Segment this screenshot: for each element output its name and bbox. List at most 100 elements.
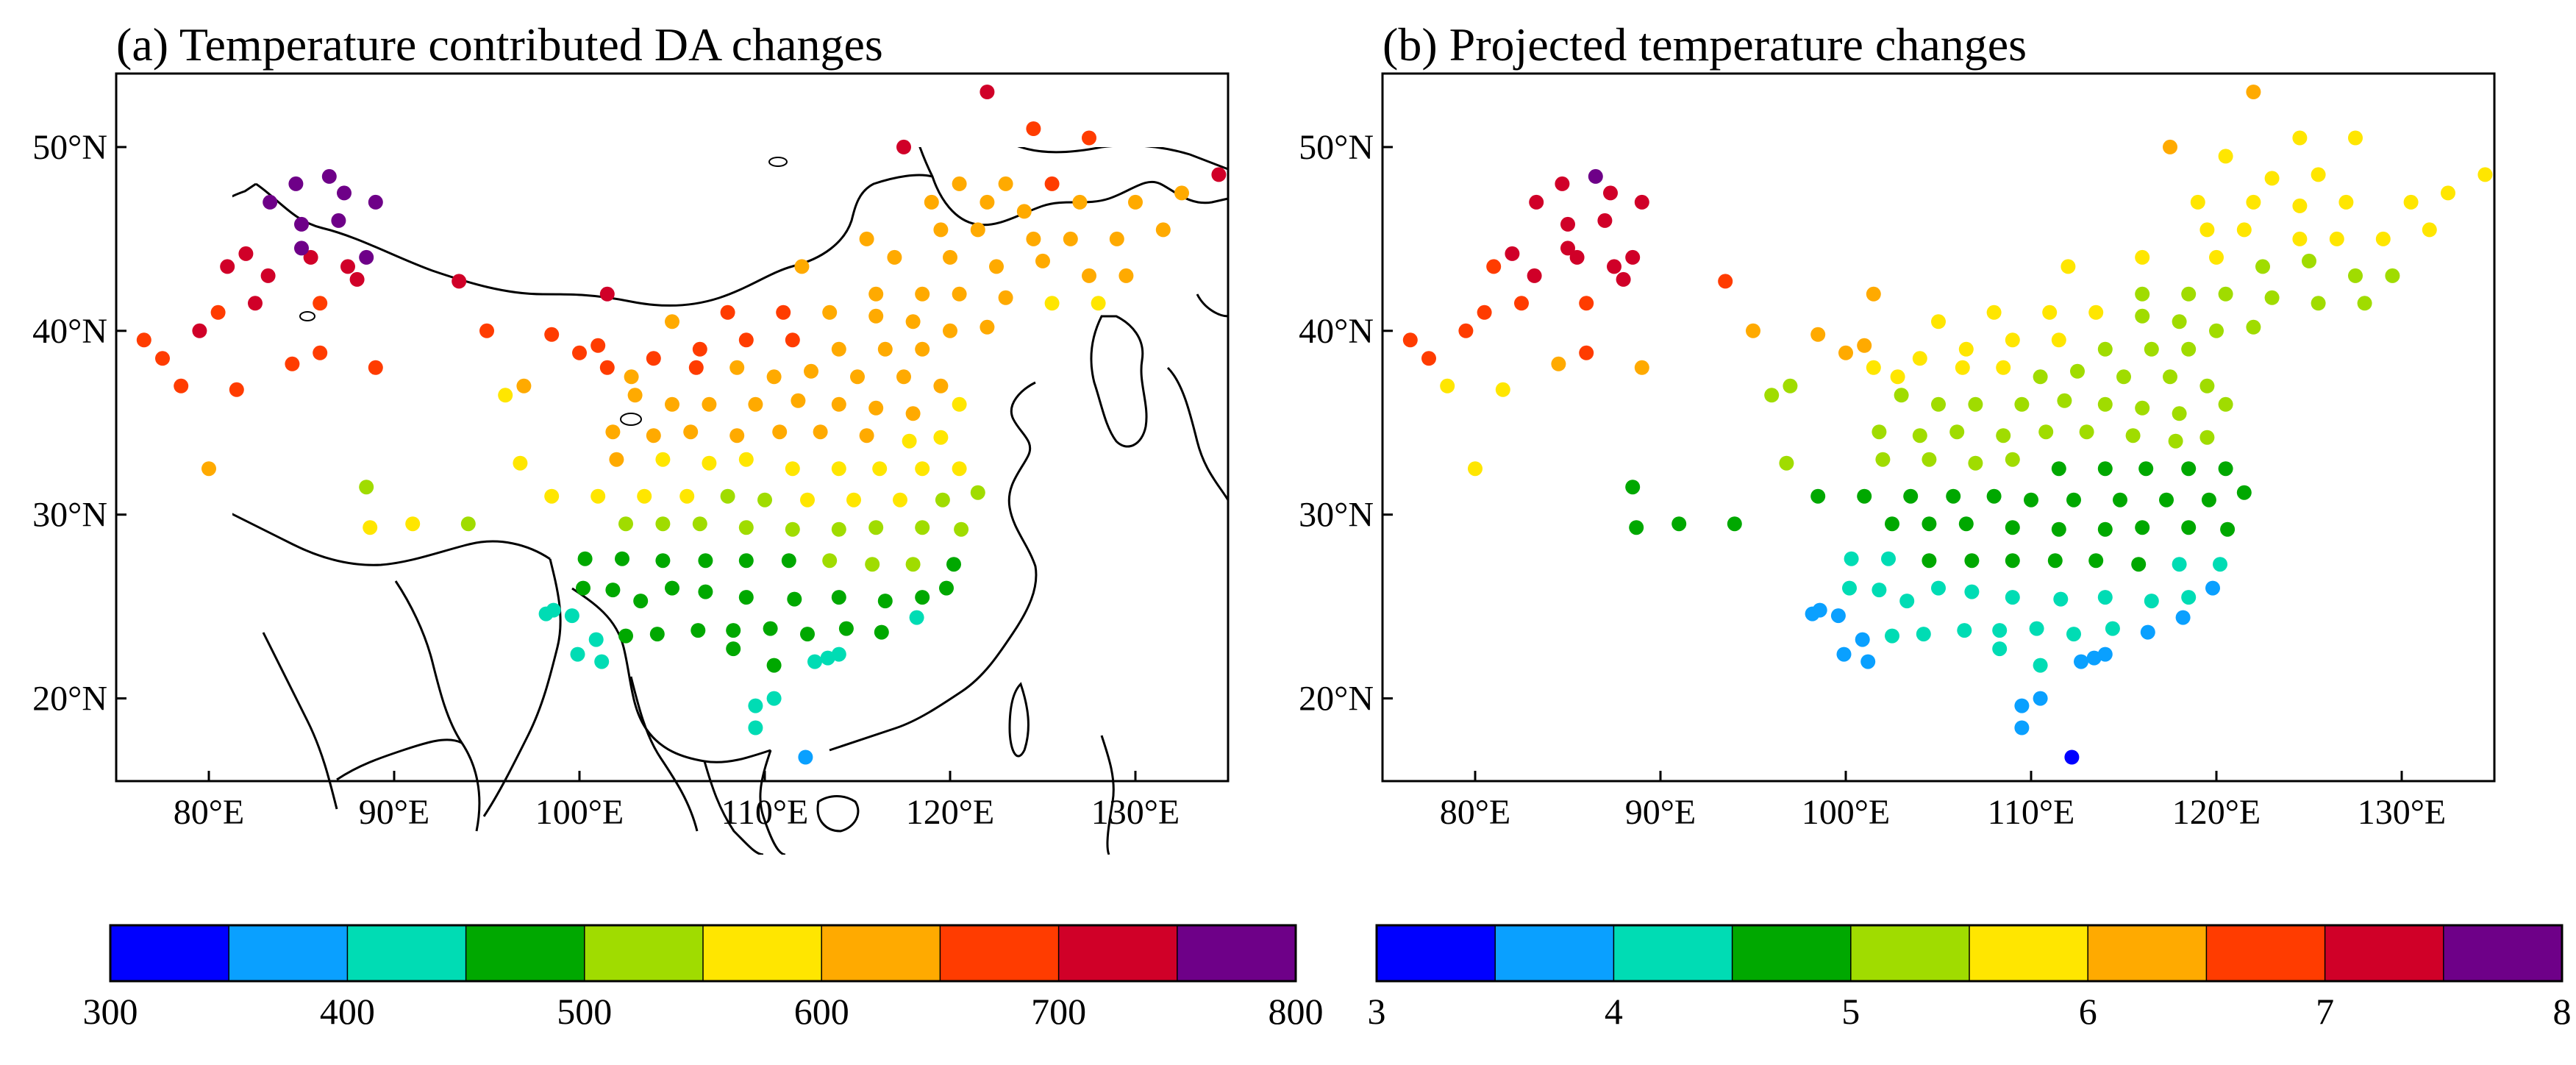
colorbar-segment <box>703 925 822 981</box>
station-point <box>655 516 671 532</box>
station-point <box>989 259 1004 274</box>
station-point <box>2218 149 2233 164</box>
station-point <box>2074 654 2088 669</box>
colorbar-tick-label: 7 <box>2316 991 2334 1032</box>
station-point <box>2005 590 2020 605</box>
colorbar-segment <box>1850 925 1970 981</box>
station-point <box>887 249 902 265</box>
station-point <box>1810 327 1826 342</box>
station-point <box>1082 268 1096 283</box>
station-point <box>1857 338 1872 353</box>
station-point <box>2218 286 2233 302</box>
station-point <box>820 650 835 666</box>
station-point <box>729 428 745 444</box>
station-point <box>757 492 772 507</box>
station-point <box>781 553 796 569</box>
station-point <box>2236 485 2252 500</box>
station-point <box>1625 480 1641 495</box>
station-point <box>766 658 782 673</box>
station-point <box>868 520 884 535</box>
colorbar-tick-label: 3 <box>1368 991 1386 1032</box>
station-point <box>2135 520 2150 535</box>
station-point <box>1992 641 2008 657</box>
station-point <box>2218 461 2233 477</box>
station-point <box>2175 610 2191 625</box>
station-point <box>2125 428 2141 444</box>
station-point <box>688 360 704 375</box>
station-point <box>591 488 606 504</box>
station-point <box>174 378 189 393</box>
station-point <box>1992 623 2008 638</box>
station-point <box>1922 452 1937 467</box>
station-point <box>893 492 907 507</box>
station-point <box>1875 452 1891 467</box>
x-tick-label: 80°E <box>1440 793 1511 832</box>
station-point <box>1912 428 1927 444</box>
station-point <box>679 488 695 504</box>
station-point <box>1830 608 1846 624</box>
colorbar-segment <box>940 925 1060 981</box>
station-point <box>1155 222 1171 238</box>
station-point <box>1495 382 1510 397</box>
station-point <box>2172 314 2187 330</box>
station-point <box>2181 341 2197 357</box>
station-point <box>1421 351 1436 366</box>
station-point <box>909 610 924 625</box>
station-point <box>1838 345 1853 360</box>
colorbar-segment <box>2206 925 2326 981</box>
station-point <box>1727 516 1742 532</box>
station-point <box>2113 492 2127 507</box>
colorbar-tick-label: 300 <box>83 991 138 1032</box>
station-point <box>683 424 699 440</box>
station-point <box>192 323 207 338</box>
station-point <box>2181 520 2197 535</box>
station-point <box>2042 304 2058 320</box>
station-point <box>1555 176 1570 191</box>
station-point <box>2088 553 2104 569</box>
station-point <box>2348 268 2363 283</box>
station-point <box>1783 378 1798 393</box>
station-point <box>2348 130 2363 146</box>
station-point <box>787 591 802 607</box>
station-point <box>702 396 717 412</box>
station-point <box>294 241 309 256</box>
station-point <box>1986 488 2002 504</box>
station-point <box>618 628 633 644</box>
station-point <box>896 139 911 154</box>
station-point <box>1063 231 1078 246</box>
station-point <box>2105 621 2120 636</box>
station-point <box>766 691 782 706</box>
station-point <box>1629 520 1644 535</box>
station-point <box>624 369 639 385</box>
station-point <box>263 194 278 210</box>
station-point <box>952 396 967 412</box>
station-point <box>155 351 170 366</box>
station-point <box>813 424 828 440</box>
station-point <box>1016 204 1032 219</box>
station-point <box>2422 222 2437 238</box>
station-point <box>2199 222 2215 238</box>
station-point <box>201 461 216 477</box>
station-point <box>1588 168 1603 184</box>
y-tick-label: 40°N <box>32 312 107 351</box>
colorbar-segment <box>1732 925 1852 981</box>
station-point <box>359 480 374 495</box>
station-point <box>1968 455 1983 471</box>
station-point <box>646 428 661 444</box>
station-point <box>1764 388 1780 403</box>
station-point <box>1958 516 1974 532</box>
station-point <box>2190 194 2205 210</box>
station-point <box>2209 323 2224 338</box>
station-point <box>2255 259 2270 274</box>
station-point <box>868 286 884 302</box>
station-point <box>1964 584 1980 599</box>
station-point <box>2292 198 2308 213</box>
x-tick-label: 100°E <box>1802 793 1891 832</box>
station-point <box>2236 222 2252 238</box>
station-point <box>1746 323 1760 338</box>
station-point <box>1211 167 1227 182</box>
station-point <box>2338 194 2354 210</box>
station-point <box>2159 492 2174 507</box>
y-tick-label: 50°N <box>32 128 107 167</box>
station-point <box>1468 461 1483 477</box>
